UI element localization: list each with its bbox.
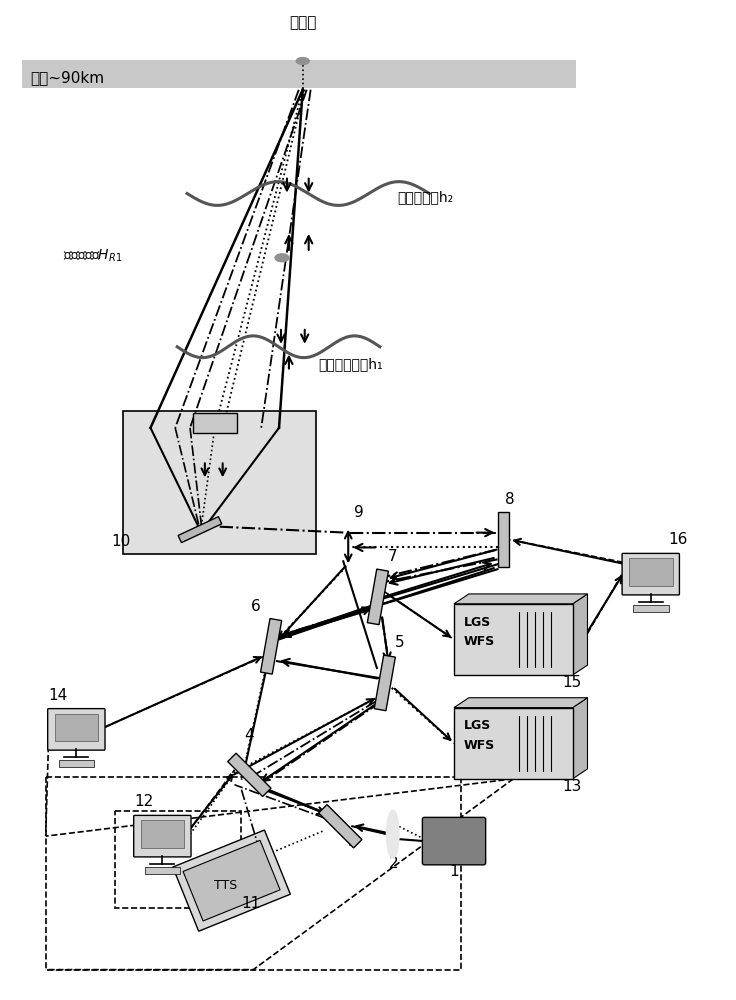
Polygon shape xyxy=(498,512,509,567)
Ellipse shape xyxy=(275,254,289,262)
Text: 8: 8 xyxy=(506,492,515,507)
Bar xyxy=(633,605,668,612)
Polygon shape xyxy=(227,753,271,797)
Text: WFS: WFS xyxy=(464,739,495,752)
Bar xyxy=(123,411,316,554)
Text: 2: 2 xyxy=(389,856,398,871)
Text: 11: 11 xyxy=(241,896,261,911)
Text: 7: 7 xyxy=(388,549,397,564)
Ellipse shape xyxy=(387,810,399,858)
Polygon shape xyxy=(319,805,362,848)
Polygon shape xyxy=(454,698,587,708)
Text: 钠层~90km: 钠层~90km xyxy=(30,70,104,85)
Polygon shape xyxy=(367,569,389,625)
Bar xyxy=(454,604,573,675)
Bar xyxy=(54,714,98,741)
Text: 12: 12 xyxy=(135,794,154,809)
Polygon shape xyxy=(261,619,282,674)
Text: 5: 5 xyxy=(394,635,404,650)
Ellipse shape xyxy=(297,58,309,64)
Text: 13: 13 xyxy=(563,779,582,794)
Bar xyxy=(22,60,576,88)
Bar xyxy=(59,760,94,767)
Text: 10: 10 xyxy=(111,534,130,549)
FancyBboxPatch shape xyxy=(134,815,191,857)
Text: 4: 4 xyxy=(244,728,254,743)
Bar xyxy=(144,867,180,874)
Text: WFS: WFS xyxy=(464,635,495,648)
Text: 14: 14 xyxy=(49,688,68,703)
FancyBboxPatch shape xyxy=(48,709,105,750)
Polygon shape xyxy=(374,655,395,711)
Text: 16: 16 xyxy=(668,532,688,547)
Polygon shape xyxy=(183,840,280,921)
Text: LGS: LGS xyxy=(464,719,491,732)
Polygon shape xyxy=(573,698,587,779)
Bar xyxy=(454,708,573,779)
Bar xyxy=(629,558,673,586)
Text: 3: 3 xyxy=(348,834,358,849)
FancyBboxPatch shape xyxy=(622,553,679,595)
Text: 地表层湍流，h₁: 地表层湍流，h₁ xyxy=(319,358,383,372)
Text: 15: 15 xyxy=(563,675,582,690)
Text: 高层湍流，h₂: 高层湍流，h₂ xyxy=(397,190,454,204)
Text: 9: 9 xyxy=(354,505,364,520)
Text: 瑞利信标，$H_{R1}$: 瑞利信标，$H_{R1}$ xyxy=(63,248,123,264)
Bar xyxy=(193,413,236,433)
Text: TTS: TTS xyxy=(213,879,237,892)
Bar xyxy=(115,811,241,908)
Polygon shape xyxy=(178,517,222,543)
Text: LGS: LGS xyxy=(464,616,491,629)
Text: 钠信标: 钠信标 xyxy=(289,15,316,30)
FancyBboxPatch shape xyxy=(422,817,486,865)
Bar xyxy=(141,820,184,848)
Text: 6: 6 xyxy=(251,599,261,614)
Polygon shape xyxy=(454,594,587,604)
Text: 1: 1 xyxy=(449,864,459,879)
Bar xyxy=(46,777,461,970)
Polygon shape xyxy=(573,594,587,675)
Polygon shape xyxy=(173,830,291,931)
